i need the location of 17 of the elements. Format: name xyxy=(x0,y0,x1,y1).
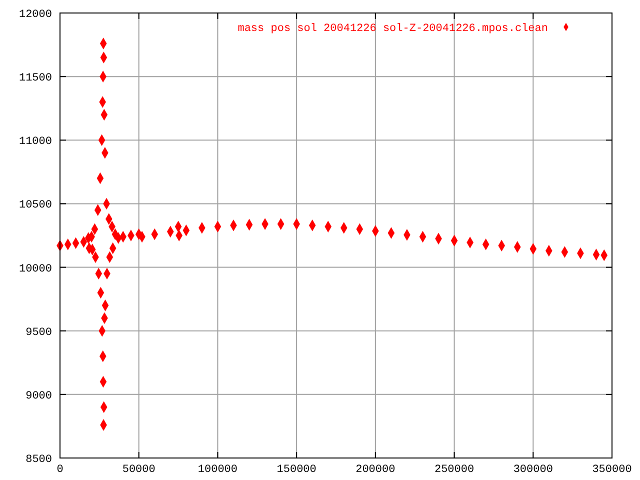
y-tick-label: 11000 xyxy=(18,136,52,148)
y-tick-label: 10500 xyxy=(18,200,52,212)
y-tick-label: 8500 xyxy=(26,454,52,466)
x-tick-label: 50000 xyxy=(122,464,156,476)
y-tick-label: 12000 xyxy=(18,9,52,21)
legend-label: mass pos sol 20041226 sol-Z-20041226.mpos.clean xyxy=(238,23,548,35)
x-tick-label: 350000 xyxy=(592,464,632,476)
x-tick-label: 250000 xyxy=(434,464,474,476)
x-tick-label: 0 xyxy=(56,464,64,476)
x-tick-label: 100000 xyxy=(198,464,238,476)
y-tick-label: 10000 xyxy=(18,263,52,276)
y-tick-label: 11500 xyxy=(18,72,52,85)
y-tick-label: 9500 xyxy=(26,326,52,339)
x-tick-label: 300000 xyxy=(513,464,553,476)
x-tick-label: 150000 xyxy=(276,464,316,476)
y-tick-label: 9000 xyxy=(26,390,52,402)
x-tick-label: 200000 xyxy=(356,464,396,476)
